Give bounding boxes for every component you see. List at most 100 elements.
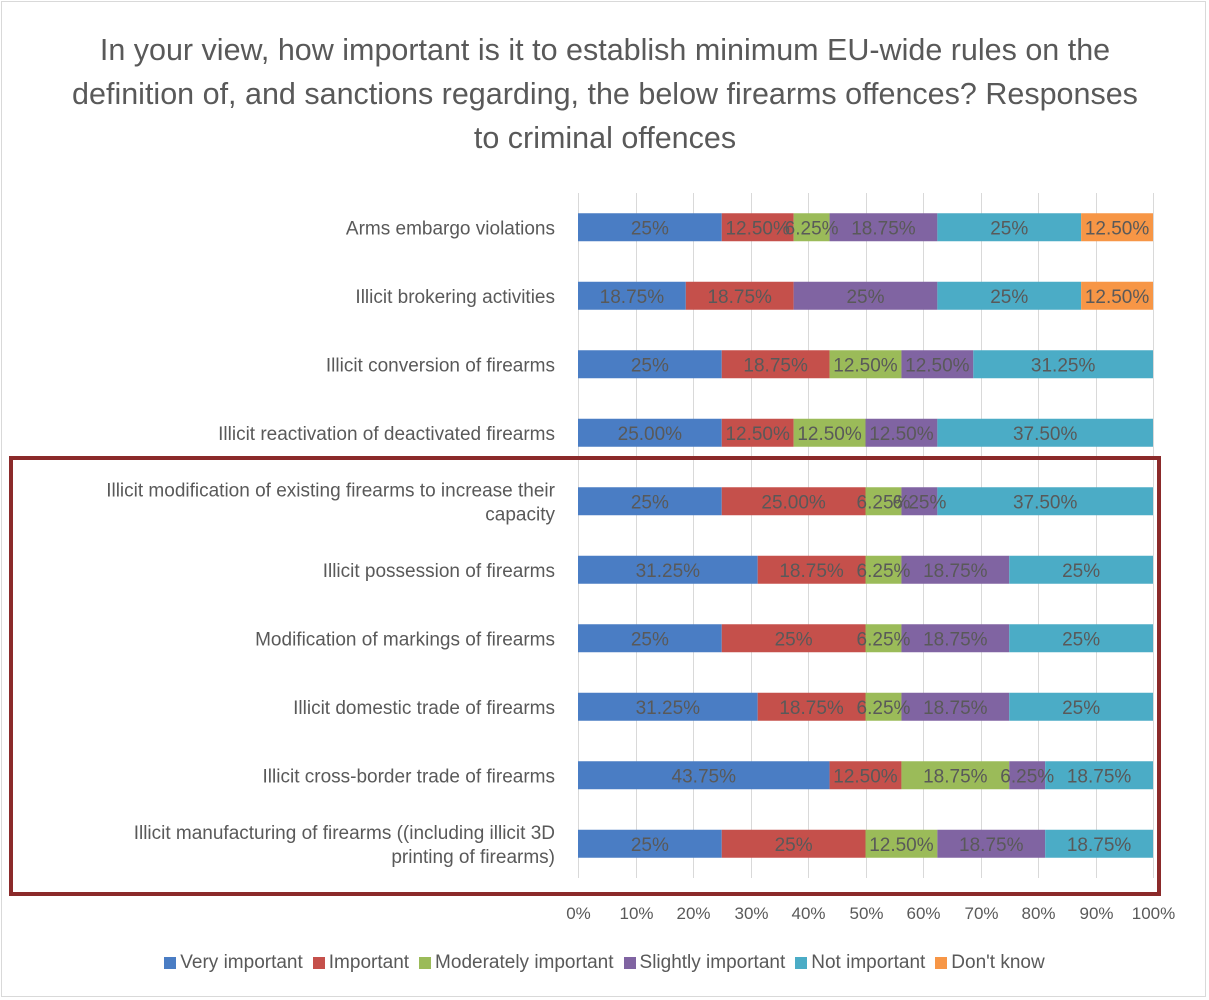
- bar-segment: [721, 350, 830, 379]
- bar-segment: [1045, 829, 1153, 858]
- bar-segment: [865, 418, 938, 447]
- data-label: 31.25%: [1031, 355, 1096, 376]
- bar-segment: [1009, 555, 1153, 584]
- bar-segment: [1045, 761, 1153, 790]
- category-label: Illicit brokering activities: [355, 287, 555, 308]
- data-label: 12.50%: [725, 218, 790, 239]
- bar-segment: [937, 418, 1153, 447]
- bar-segment: [757, 555, 866, 584]
- data-label: 25%: [1062, 561, 1100, 582]
- category-label: Illicit possession of firearms: [323, 561, 555, 582]
- data-label: 12.50%: [797, 424, 862, 445]
- x-tick-label: 60%: [906, 904, 940, 923]
- bar-segment: [937, 829, 1046, 858]
- data-label: 18.75%: [1067, 835, 1132, 856]
- bar-segment: [793, 213, 830, 242]
- data-label: 18.75%: [923, 698, 988, 719]
- bar-segment: [578, 487, 722, 516]
- bar-segment: [973, 350, 1153, 379]
- legend-label: Don't know: [951, 952, 1045, 973]
- data-label: 12.50%: [905, 355, 970, 376]
- bar-segment: [578, 555, 758, 584]
- bar-segment: [685, 281, 794, 310]
- legend-item: Very important: [164, 952, 303, 974]
- data-label: 12.50%: [869, 424, 934, 445]
- bar-segment: [865, 692, 902, 721]
- bar-segment: [793, 418, 866, 447]
- data-label: 6.25%: [857, 492, 911, 513]
- bar-segment: [793, 281, 938, 310]
- bar-segment: [865, 829, 938, 858]
- legend-swatch: [164, 957, 177, 969]
- data-label: 18.75%: [600, 287, 665, 308]
- bar-segment: [829, 761, 902, 790]
- bar-segment: [1009, 761, 1046, 790]
- legend-item: Moderately important: [419, 952, 614, 974]
- bar-segment: [578, 213, 722, 242]
- x-tick-label: 70%: [964, 904, 998, 923]
- data-label: 18.75%: [923, 766, 988, 787]
- data-label: 12.50%: [1085, 287, 1150, 308]
- category-label: printing of firearms): [391, 847, 555, 868]
- bar-segment: [901, 555, 1010, 584]
- data-label: 12.50%: [725, 424, 790, 445]
- bar-segment: [578, 761, 830, 790]
- data-label: 25%: [990, 287, 1028, 308]
- data-label: 25%: [1062, 629, 1100, 650]
- data-label: 31.25%: [636, 698, 701, 719]
- data-label: 6.25%: [892, 492, 946, 513]
- data-label: 25%: [990, 218, 1028, 239]
- data-label: 25%: [631, 835, 669, 856]
- data-label: 25%: [775, 835, 813, 856]
- legend-swatch: [623, 957, 636, 969]
- legend-label: Moderately important: [435, 952, 614, 973]
- bar-segment: [865, 487, 902, 516]
- bar-segment: [937, 487, 1153, 516]
- category-label: Illicit reactivation of deactivated fire…: [218, 424, 555, 445]
- bar-segment: [578, 350, 722, 379]
- data-label: 18.75%: [707, 287, 772, 308]
- data-label: 25%: [631, 629, 669, 650]
- bar-segment: [721, 829, 866, 858]
- data-label: 25%: [631, 355, 669, 376]
- data-label: 31.25%: [636, 561, 701, 582]
- data-label: 25%: [631, 492, 669, 513]
- x-tick-label: 30%: [734, 904, 768, 923]
- chart-title: In your view, how important is it to est…: [72, 33, 1138, 155]
- data-label: 25%: [1062, 698, 1100, 719]
- bar-segment: [829, 213, 938, 242]
- bar-segment: [721, 418, 794, 447]
- bar-segment: [721, 213, 794, 242]
- data-label: 25.00%: [618, 424, 683, 445]
- legend: Very important Important Moderately import…: [0, 952, 1209, 974]
- legend-swatch: [312, 957, 325, 969]
- category-label: capacity: [485, 504, 555, 525]
- category-label: Illicit conversion of firearms: [326, 355, 555, 376]
- bar-segment: [1081, 213, 1153, 242]
- data-label: 18.75%: [779, 698, 844, 719]
- data-label: 18.75%: [851, 218, 916, 239]
- data-label: 6.25%: [857, 561, 911, 582]
- data-label: 25.00%: [761, 492, 826, 513]
- legend-item: Slightly important: [623, 952, 785, 974]
- data-label: 6.25%: [1000, 766, 1054, 787]
- category-label: Arms embargo violations: [346, 218, 555, 239]
- category-label: Illicit cross-border trade of firearms: [263, 766, 555, 787]
- bar-segment: [757, 692, 866, 721]
- category-label: Illicit domestic trade of firearms: [293, 698, 555, 719]
- x-tick-label: 20%: [676, 904, 710, 923]
- data-label: 6.25%: [857, 698, 911, 719]
- legend-item: Important: [312, 952, 409, 974]
- data-label: 18.75%: [923, 561, 988, 582]
- data-label: 18.75%: [743, 355, 808, 376]
- data-label: 25%: [631, 218, 669, 239]
- bar-segment: [578, 281, 686, 310]
- x-tick-label: 0%: [566, 904, 591, 923]
- data-label: 6.25%: [785, 218, 839, 239]
- category-label: Modification of markings of firearms: [255, 629, 555, 650]
- highlight-box: [9, 456, 1161, 896]
- data-label: 12.50%: [833, 766, 898, 787]
- bar-segment: [578, 418, 722, 447]
